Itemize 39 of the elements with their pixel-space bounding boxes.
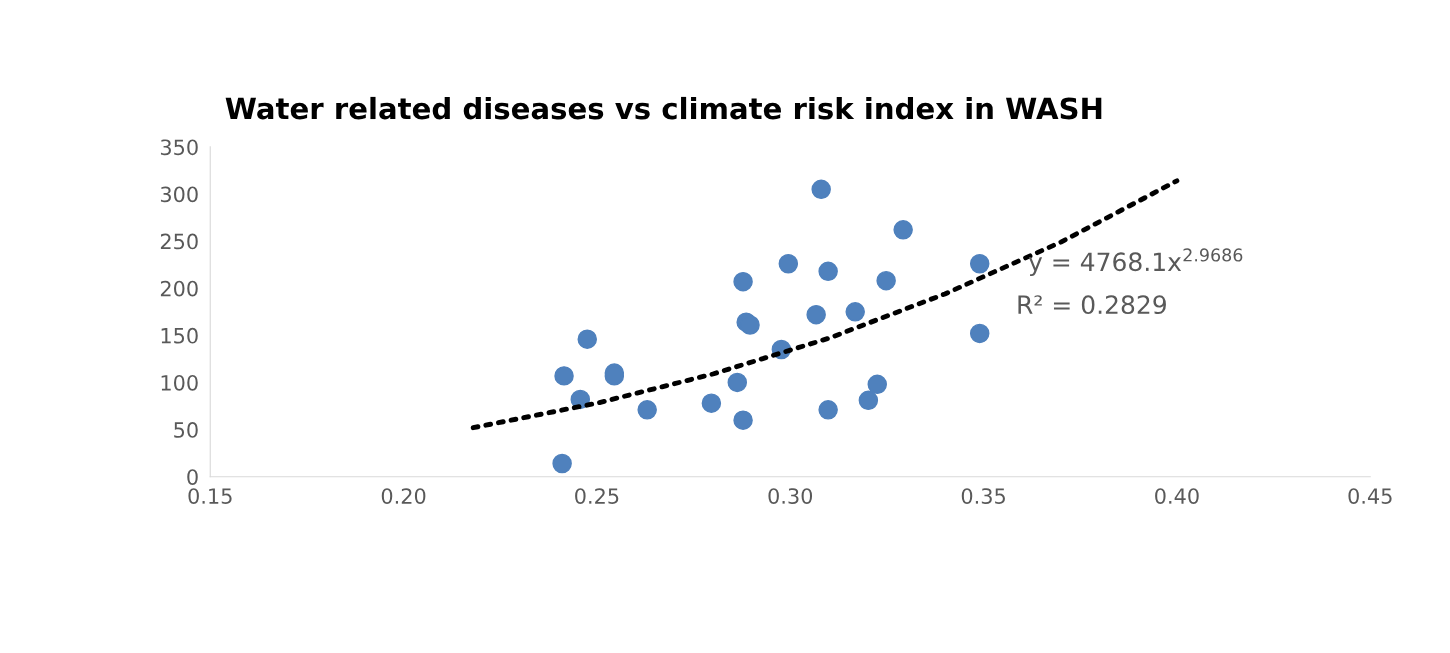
point — [701, 393, 722, 413]
y-tick-label: 0 — [187, 469, 198, 485]
x-tick-label: 0.40 — [1155, 488, 1199, 504]
point — [893, 220, 913, 240]
line-series — [470, 178, 1180, 431]
point — [637, 400, 657, 420]
point — [554, 366, 574, 386]
point — [733, 410, 753, 430]
annotation: R² = 0.2829 — [1018, 295, 1166, 315]
point — [858, 390, 879, 411]
point — [727, 372, 748, 393]
point — [876, 270, 896, 291]
point — [806, 304, 826, 325]
annotation: y = 4768.1x$^{2.9686}$ — [1028, 248, 1243, 277]
x-tick-label: 0.25 — [575, 488, 619, 504]
x-tick-label: 0.15 — [188, 488, 232, 504]
point — [818, 261, 838, 282]
point — [969, 323, 990, 344]
point — [552, 453, 572, 474]
chart-title: Water related diseases vs climate risk index in WASH — [225, 96, 1102, 120]
x-tick-label: 0.30 — [768, 488, 813, 504]
point — [818, 400, 838, 420]
y-tick-label: 350 — [160, 139, 198, 156]
point — [733, 271, 753, 292]
point — [867, 374, 887, 395]
y-tick-label: 50 — [174, 422, 198, 438]
x-tick-label: 0.35 — [961, 488, 1005, 504]
y-tick-label: 150 — [161, 327, 198, 344]
y-tick-label: 100 — [161, 374, 198, 391]
y-tick-label: 200 — [160, 280, 198, 297]
point — [778, 254, 799, 274]
point — [969, 254, 990, 274]
x-tick-label: 0.45 — [1348, 488, 1392, 504]
point — [845, 302, 865, 322]
y-tick-label: 300 — [160, 186, 198, 203]
point — [577, 329, 597, 349]
y-tick-label: 250 — [160, 233, 198, 250]
point — [811, 179, 831, 200]
x-tick-label: 0.20 — [381, 488, 426, 504]
